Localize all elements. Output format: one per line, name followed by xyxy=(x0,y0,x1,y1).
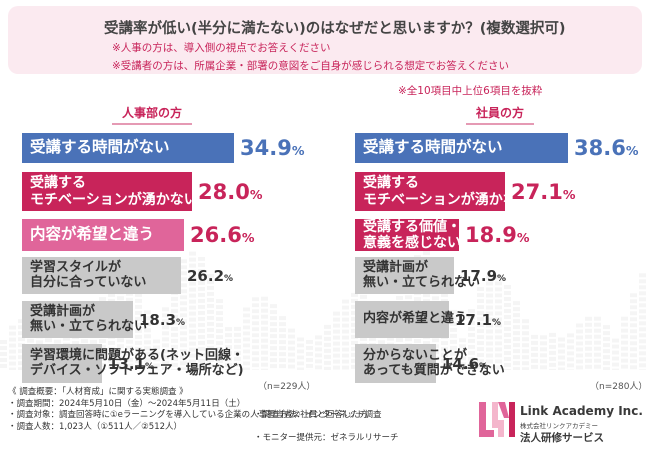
company-kana: 株式会社リンクアカデミー xyxy=(520,422,598,430)
value-label: 28.0% xyxy=(198,179,263,204)
group-label-employee: 社員の方 xyxy=(466,104,535,125)
bar-row: 受講する価値・ 意義を感じない 18.9% xyxy=(355,219,529,251)
company-name: Link Academy Inc. xyxy=(520,404,643,418)
value-label: 26.6% xyxy=(190,223,255,247)
value-label: 13.1% xyxy=(108,354,155,373)
bar-row: 受講する モチベーションが湧かない 28.0% xyxy=(22,172,262,211)
bar-row: 受講する時間がない 34.9% xyxy=(22,133,304,163)
survey-summary: 《 調査概要：「人材育成」に関する実態調査 》 ・調査期間：2024年5月10日… xyxy=(8,387,368,433)
bar: 受講する モチベーションが湧かない xyxy=(355,172,531,211)
category-label: 分からないことが あっても質問ができない xyxy=(363,347,505,378)
survey-target: ・調査対象：調査回答時に①eラーニングを導入している企業の人事担当者②社員と回答… xyxy=(8,410,369,421)
category-label: 受講する時間がない xyxy=(363,138,503,157)
value-label: 38.6% xyxy=(574,136,639,160)
value-label: 17.1% xyxy=(455,310,502,329)
lm-logo-icon xyxy=(479,402,515,437)
bar: 学習環境に問題がある(ネット回線・ デバイス・ソフトウェア・場所など) xyxy=(22,344,244,383)
bar-row: 学習スタイルが 自分に合っていない 26.2% xyxy=(22,257,233,294)
bar-row: 内容が希望と違う 26.6% xyxy=(22,219,254,251)
bar-row: 受講する モチベーションが湧かない 27.1% xyxy=(355,172,575,211)
extract-note: ※全10項目中上位6項目を抜粋 xyxy=(398,85,543,97)
bar-row: 受講計画が 無い・立てられない 18.3% xyxy=(22,301,185,338)
category-label: 内容が希望と違う xyxy=(30,225,155,244)
group-label-hr: 人事部の方 xyxy=(112,104,193,125)
question-title: 受講率が低い(半分に満たない)のはなぜだと思いますか？(複数選択可) xyxy=(104,21,566,37)
bar: 学習スタイルが 自分に合っていない xyxy=(22,257,181,294)
value-label: 34.9% xyxy=(240,136,305,160)
bar: 受講する時間がない xyxy=(355,133,568,163)
question-header: 受講率が低い(半分に満たない)のはなぜだと思いますか？(複数選択可) ※人事の方… xyxy=(8,6,642,74)
question-note-hr: ※人事の方は、導入側の視点でお答えください xyxy=(112,42,331,54)
bar: 受講計画が 無い・立てられない xyxy=(22,301,147,338)
bar-row: 内容が希望と違う 17.1% xyxy=(355,301,501,338)
bar-row: 分からないことが あっても質問ができない 14.6% xyxy=(355,344,505,383)
category-label: 受講計画が 無い・立てられない xyxy=(363,259,481,290)
bar-row: 受講する時間がない 38.6% xyxy=(355,133,638,163)
value-label: 18.9% xyxy=(465,223,530,247)
category-label: 内容が希望と違う xyxy=(363,311,468,327)
bar-row: 学習環境に問題がある(ネット回線・ デバイス・ソフトウェア・場所など) 13.1% xyxy=(22,344,244,383)
category-label: 受講する時間がない xyxy=(30,138,170,157)
survey-period: ・調査期間：2024年5月10日（金）～2024年5月11日（土） xyxy=(8,398,246,409)
survey-count: ・調査人数：1,023人（①511人／②512人） xyxy=(8,421,183,432)
survey-title: 《 調査概要：「人材育成」に関する実態調査 》 xyxy=(8,387,188,397)
value-label: 14.6% xyxy=(442,354,489,373)
category-label: 学習スタイルが 自分に合っていない xyxy=(30,259,147,290)
category-label: 受講する モチベーションが湧かない xyxy=(30,175,198,208)
category-label: 受講する モチベーションが湧かない xyxy=(363,175,531,208)
category-label: 受講計画が 無い・立てられない xyxy=(30,303,148,334)
value-label: 18.3% xyxy=(139,310,186,329)
bar: 分からないことが あっても質問ができない xyxy=(355,344,505,383)
sample-size-hr: （n=229人） xyxy=(258,382,316,392)
company-service: 法人研修サービス xyxy=(520,432,604,444)
category-label: 学習環境に問題がある(ネット回線・ デバイス・ソフトウェア・場所など) xyxy=(30,347,244,378)
value-label: 27.1% xyxy=(511,179,576,204)
survey-method: ・調査方法：インターネット調査 xyxy=(254,410,382,420)
sample-size-employee: （n=280人） xyxy=(590,382,648,392)
bar: 受講する モチベーションが湧かない xyxy=(22,172,198,211)
value-label: 17.9% xyxy=(460,266,507,285)
bar: 受講する価値・ 意義を感じない xyxy=(355,218,461,251)
bar: 受講計画が 無い・立てられない xyxy=(355,257,480,294)
survey-summary-right: ・調査方法：インターネット調査 ・モニター提供元：ゼネラルリサーチ xyxy=(254,410,399,445)
category-label: 受講する価値・ 意義を感じない xyxy=(363,218,461,251)
bar-row: 受講計画が 無い・立てられない 17.9% xyxy=(355,257,506,294)
bar: 受講する時間がない xyxy=(22,133,234,163)
value-label: 26.2% xyxy=(187,266,234,285)
bar: 内容が希望と違う xyxy=(355,301,467,338)
question-note-employee: ※受講者の方は、所属企業・部署の意図をご自身が感じられる想定でお答えください xyxy=(112,60,509,72)
survey-provider: ・モニター提供元：ゼネラルリサーチ xyxy=(254,433,399,444)
bar: 内容が希望と違う xyxy=(22,219,184,251)
